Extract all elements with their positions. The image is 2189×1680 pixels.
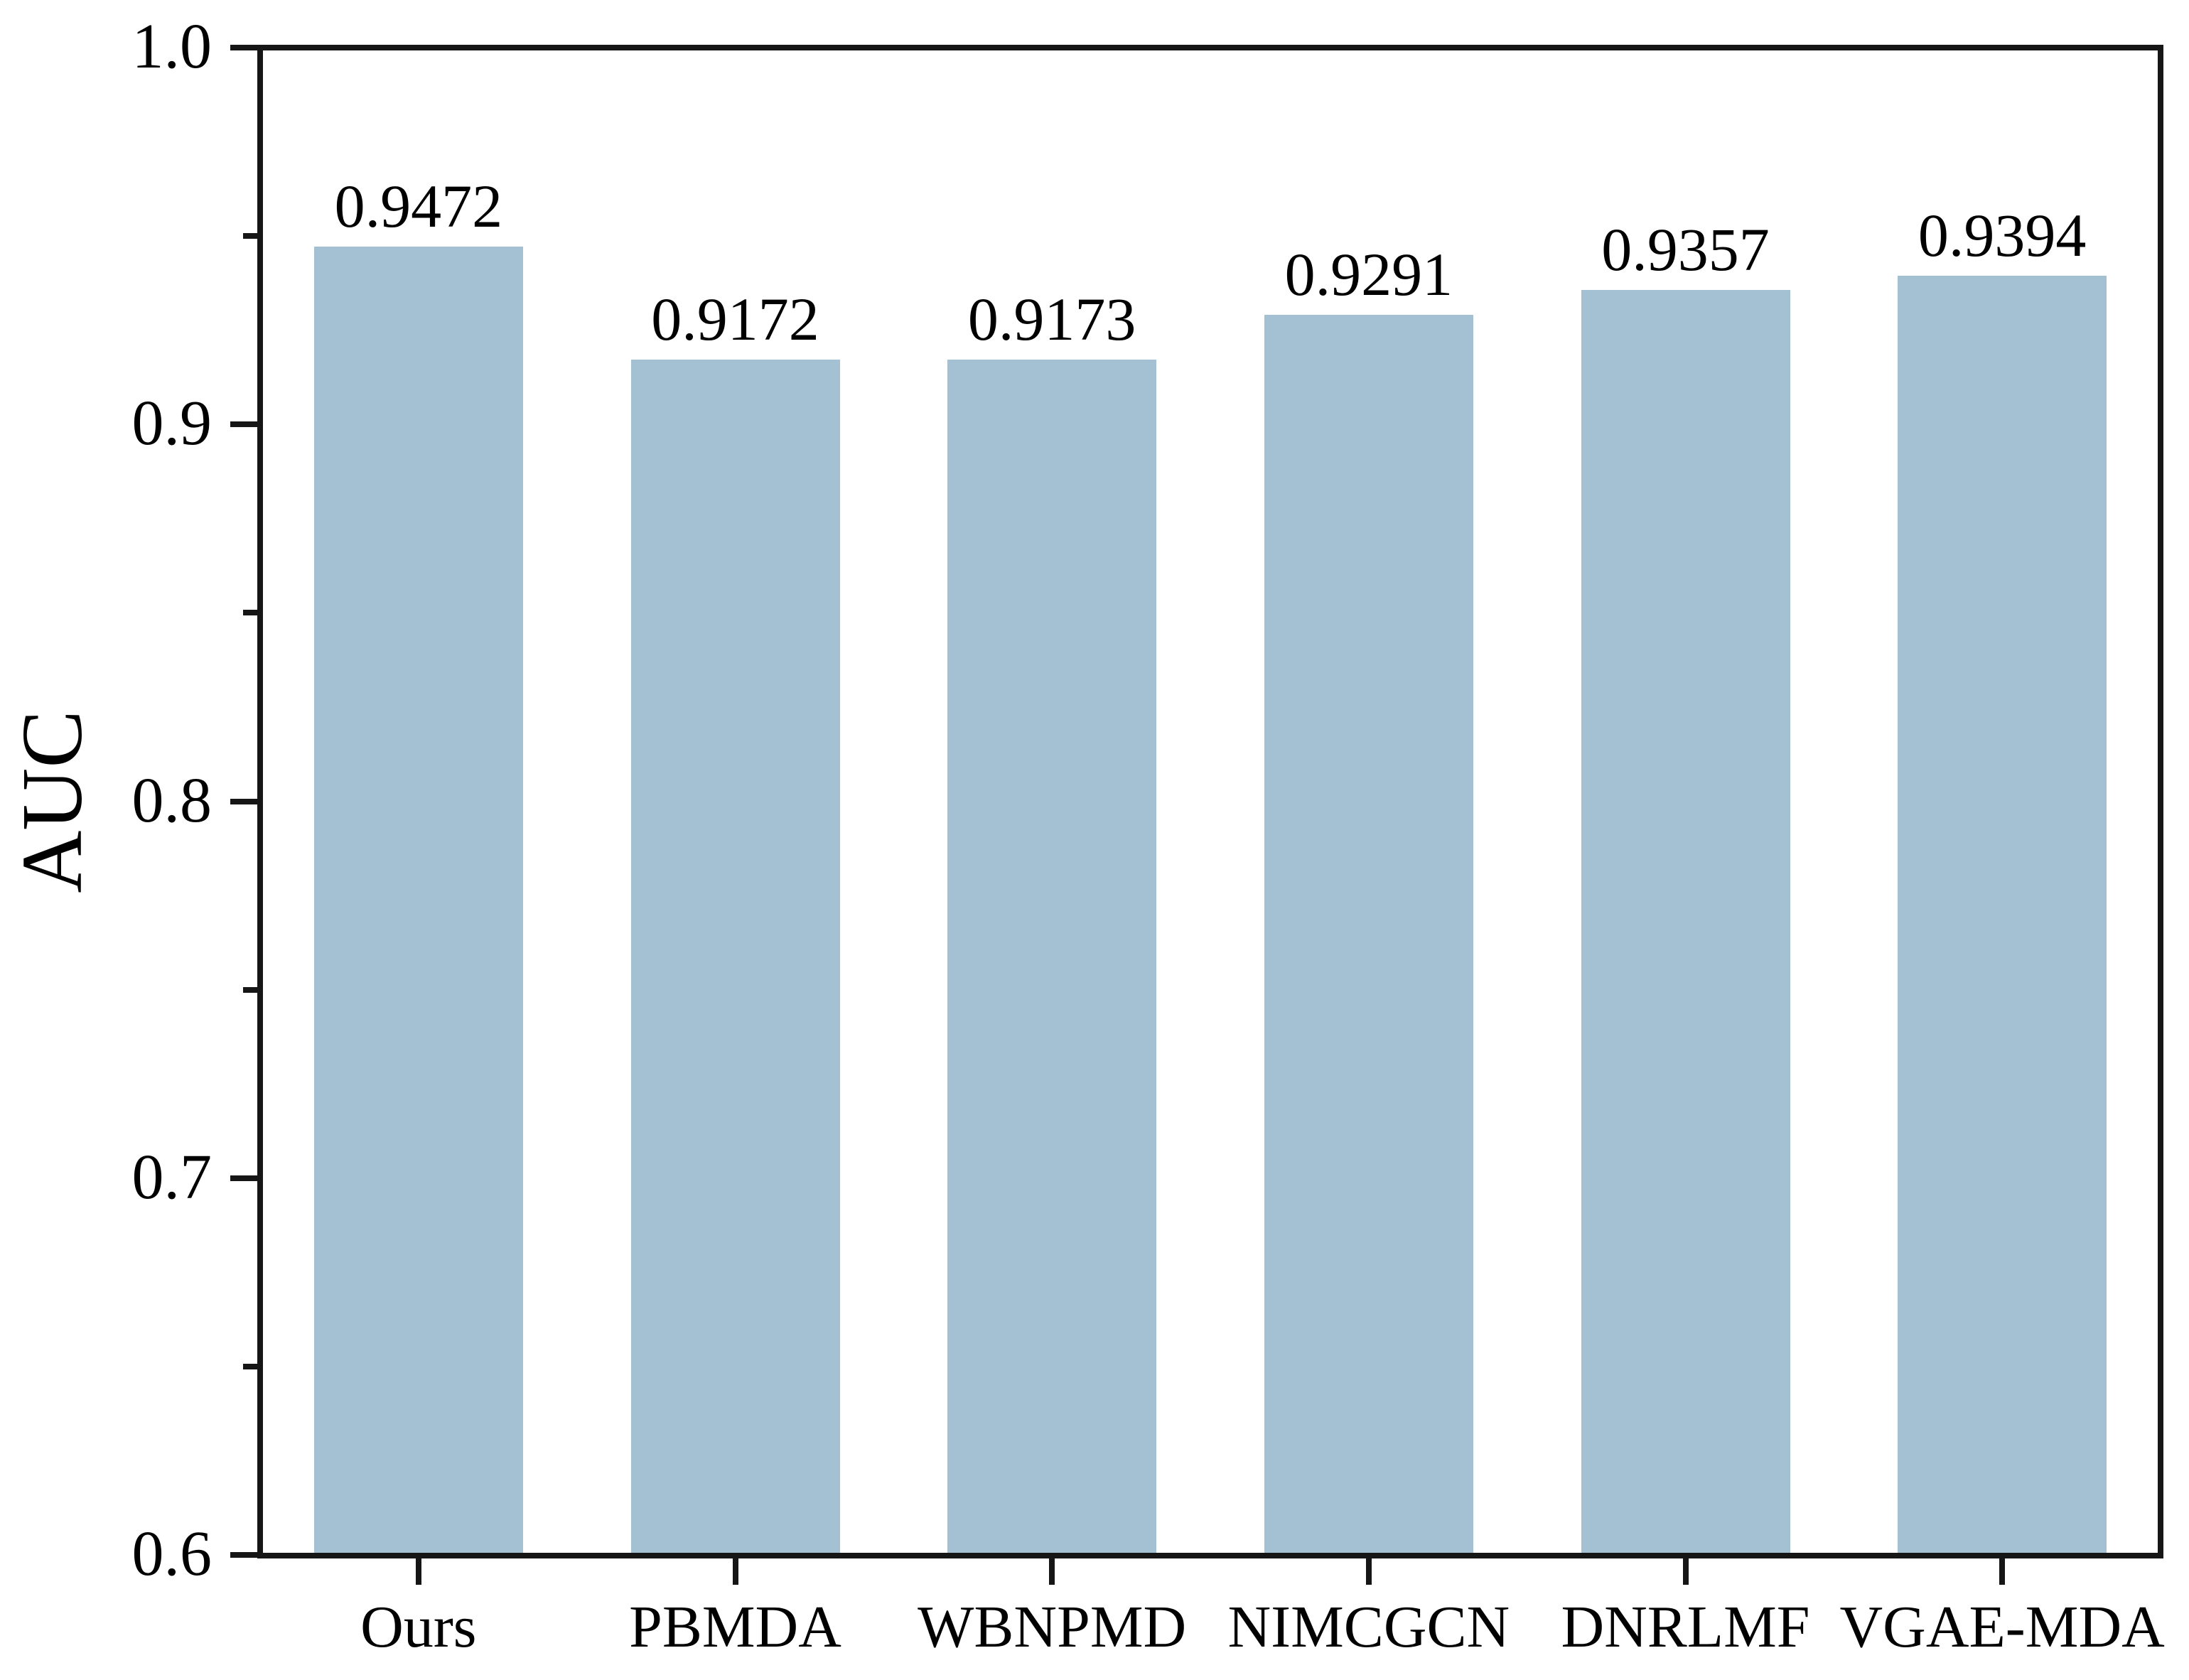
y-tick-label-0-8: 0.8 [131,765,213,836]
y-minor-tick-0-65 [243,1363,257,1369]
y-major-tick-0-9 [230,421,257,428]
bar-value-label-pbmda: 0.9172 [651,285,819,354]
bar-dnrlmf [1581,289,1790,1553]
bar-wbnpmd [947,359,1157,1553]
y-minor-tick-0-95 [243,233,257,239]
bar-value-label-vgae-mda: 0.9394 [1918,201,2087,270]
y-major-tick-1-0 [230,45,257,50]
bar-value-label-dnrlmf: 0.9357 [1601,215,1770,284]
y-tick-label-0-9: 0.9 [131,388,213,459]
x-tick-vgae-mda [1999,1558,2006,1585]
y-major-tick-0-7 [230,1175,257,1181]
y-minor-tick-0-85 [243,610,257,616]
x-tick-nimcgcn [1365,1558,1372,1585]
x-category-label-pbmda: PBMDA [629,1594,841,1660]
bar-vgae-mda [1898,276,2107,1553]
x-tick-wbnpmd [1049,1558,1055,1585]
bar-nimcgcn [1264,314,1473,1553]
y-major-tick-0-8 [230,798,257,804]
bar-value-label-wbnpmd: 0.9173 [967,284,1136,353]
x-category-label-nimcgcn: NIMCGCN [1227,1594,1510,1660]
bar-pbmda [630,360,840,1553]
x-tick-ours [415,1558,421,1585]
x-category-label-ours: Ours [360,1594,477,1660]
x-category-label-wbnpmd: WBNPMD [918,1594,1187,1660]
y-tick-label-0-6: 0.6 [131,1519,213,1589]
y-minor-tick-0-75 [243,986,257,993]
bar-value-label-nimcgcn: 0.9291 [1284,239,1453,308]
x-category-label-dnrlmf: DNRLMF [1561,1594,1810,1660]
x-tick-pbmda [732,1558,738,1585]
bar-value-label-ours: 0.9472 [334,171,503,240]
y-tick-label-0-7: 0.7 [131,1141,213,1212]
y-tick-label-1-0: 1.0 [131,11,213,82]
x-tick-dnrlmf [1682,1558,1689,1585]
y-major-tick-0-6 [230,1552,257,1558]
bar-ours [313,246,523,1553]
x-category-label-vgae-mda: VGAE-MDA [1839,1594,2165,1660]
